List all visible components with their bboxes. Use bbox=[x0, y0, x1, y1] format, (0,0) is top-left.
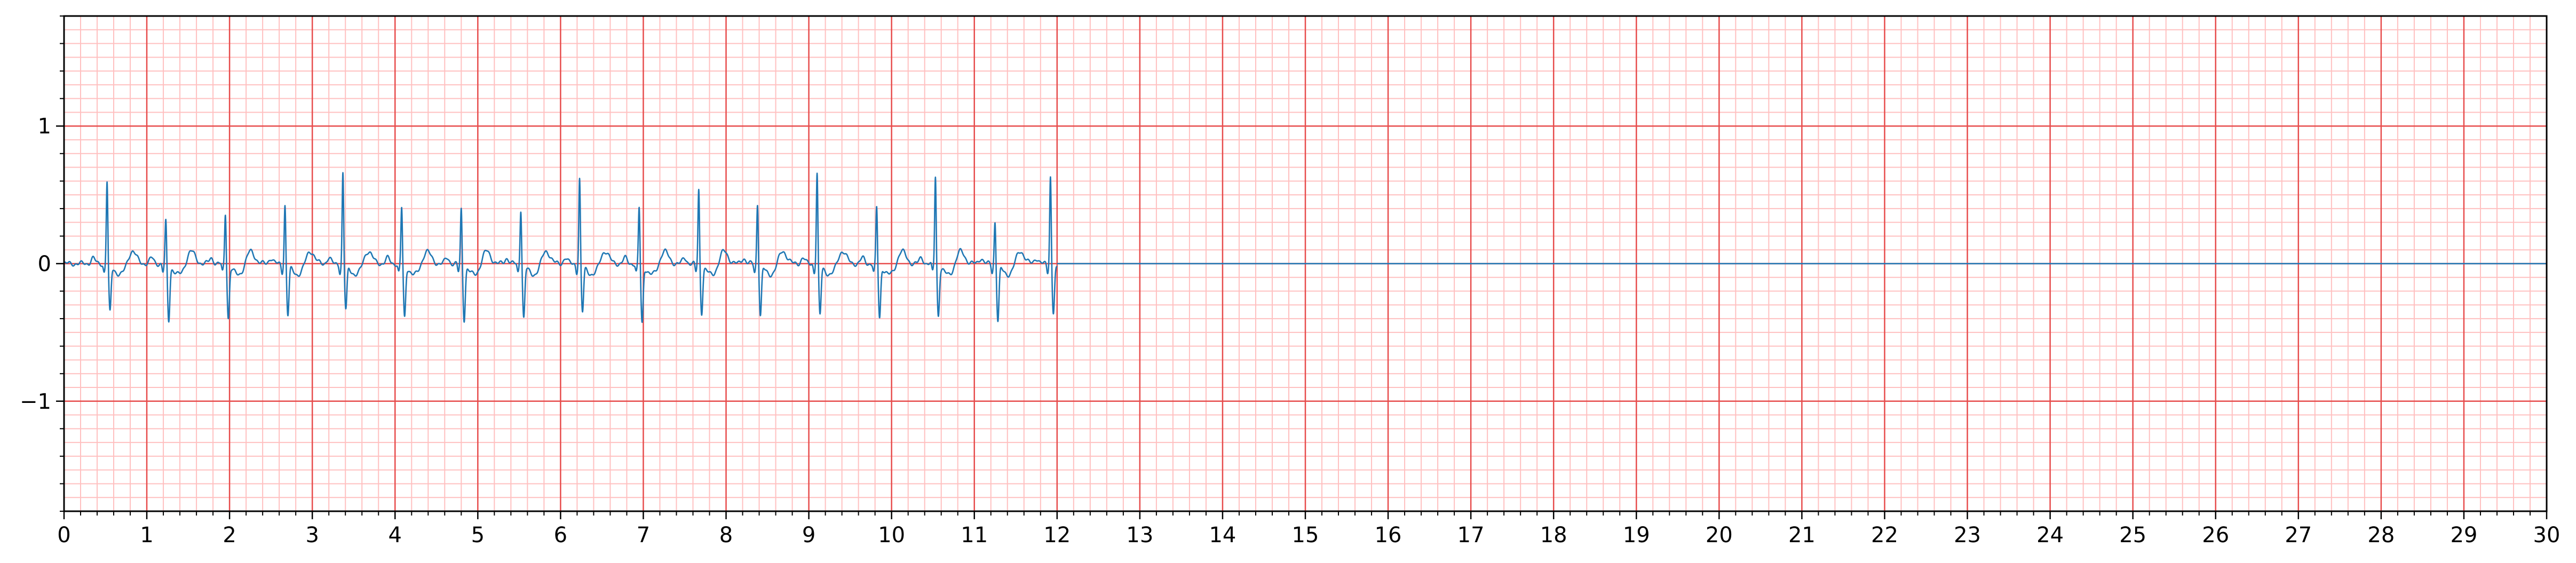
x-tick-label: 11 bbox=[961, 523, 988, 548]
x-tick-label: 7 bbox=[637, 523, 650, 548]
x-tick-label: 27 bbox=[2285, 523, 2312, 548]
x-tick-label: 0 bbox=[57, 523, 70, 548]
x-tick-label: 4 bbox=[389, 523, 402, 548]
ecg-signal-line bbox=[64, 172, 1058, 323]
x-tick-label: 26 bbox=[2202, 523, 2229, 548]
y-tick-label: −1 bbox=[20, 390, 51, 414]
x-tick-label: 1 bbox=[140, 523, 153, 548]
x-tick-label: 10 bbox=[878, 523, 905, 548]
x-tick-label: 19 bbox=[1623, 523, 1650, 548]
x-tick-label: 24 bbox=[2036, 523, 2064, 548]
x-tick-label: 28 bbox=[2367, 523, 2395, 548]
x-tick-label: 22 bbox=[1871, 523, 1898, 548]
x-tick-label: 2 bbox=[223, 523, 236, 548]
y-tick-label: 1 bbox=[38, 114, 51, 139]
x-tick-label: 3 bbox=[305, 523, 319, 548]
x-tick-label: 13 bbox=[1126, 523, 1153, 548]
x-tick-label: 16 bbox=[1375, 523, 1402, 548]
x-tick-label: 29 bbox=[2450, 523, 2477, 548]
x-tick-label: 5 bbox=[471, 523, 485, 548]
x-tick-label: 20 bbox=[1706, 523, 1733, 548]
y-tick-label: 0 bbox=[38, 252, 51, 276]
x-tick-label: 18 bbox=[1540, 523, 1567, 548]
ecg-series bbox=[64, 172, 2547, 323]
x-tick-label: 15 bbox=[1292, 523, 1319, 548]
x-tick-label: 23 bbox=[1954, 523, 1981, 548]
axes: 0 1 2 3 4 5 6 7 8 9 10 11 12 13 14 15 16 17 18 19 20 21 22 23 24… bbox=[20, 15, 2561, 548]
x-tick-label: 6 bbox=[554, 523, 567, 548]
x-tick-label: 9 bbox=[802, 523, 815, 548]
x-tick-label: 8 bbox=[719, 523, 733, 548]
x-tick-label: 21 bbox=[1788, 523, 1816, 548]
x-tick-label: 17 bbox=[1457, 523, 1485, 548]
x-tick-label: 30 bbox=[2533, 523, 2561, 548]
x-tick-label: 12 bbox=[1043, 523, 1071, 548]
x-tick-label: 14 bbox=[1209, 523, 1236, 548]
x-tick-label: 25 bbox=[2119, 523, 2146, 548]
